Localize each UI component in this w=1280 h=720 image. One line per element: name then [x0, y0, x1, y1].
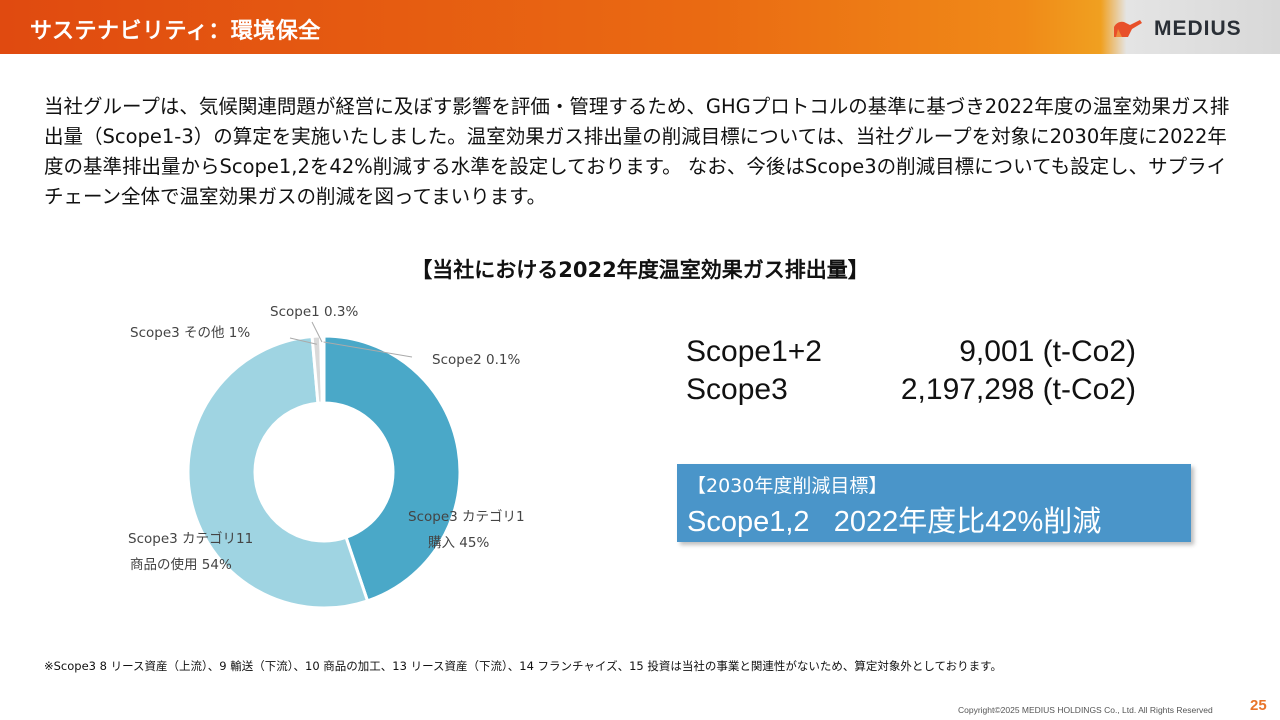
label-scope3-cat11-line1: Scope3 カテゴリ11 [128, 530, 253, 547]
label-scope3-other: Scope3 その他 1% [130, 325, 250, 341]
label-scope3-cat11-line2: 商品の使用 54% [130, 556, 232, 573]
totals-row-scope12: Scope1+2 9,001 (t-Co2) [686, 333, 1136, 371]
medius-logo-icon [1114, 20, 1142, 37]
header-bar: サステナビリティ：環境保全 MEDIUS [0, 0, 1280, 54]
intro-paragraph: 当社グループは、気候関連問題が経営に及ぼす影響を評価・管理するため、GHGプロト… [44, 95, 1230, 208]
slice-scope2 [321, 334, 326, 405]
leader-scope2 [323, 341, 413, 358]
company-logo: MEDIUS [1110, 14, 1242, 44]
totals-value: 2,197,298 (t-Co2) [900, 373, 1136, 406]
logo-text: MEDIUS [1154, 17, 1242, 40]
page-number: 25 [1250, 697, 1267, 714]
slice-scope3-cat11 [186, 334, 370, 610]
emissions-totals: Scope1+2 9,001 (t-Co2) Scope3 2,197,298 … [686, 333, 1136, 409]
target-text: Scope1,2 2022年度比42%削減 [687, 506, 1102, 538]
chart-title: 【当社における2022年度温室効果ガス排出量】 [411, 258, 869, 282]
totals-label: Scope1+2 [686, 335, 822, 368]
footnote: ※Scope3 8 リース資産（上流）、9 輸送（下流）、10 商品の加工、13… [44, 659, 1003, 673]
label-scope1: Scope1 0.3% [270, 304, 358, 320]
label-scope3-cat1-line1: Scope3 カテゴリ1 [408, 508, 525, 525]
totals-row-scope3: Scope3 2,197,298 (t-Co2) [686, 371, 1136, 409]
reduction-target-box: 【2030年度削減目標】 Scope1,2 2022年度比42%削減 [677, 464, 1191, 542]
slice-scope3-cat1 [322, 334, 462, 603]
leader-scope1 [311, 321, 323, 343]
totals-label: Scope3 [686, 373, 788, 406]
label-scope2: Scope2 0.1% [432, 352, 520, 368]
target-heading: 【2030年度削減目標】 [687, 475, 888, 497]
label-scope3-cat1-line2: 購入 45% [428, 535, 489, 551]
donut-slices [186, 334, 462, 610]
totals-value: 9,001 (t-Co2) [959, 335, 1136, 368]
label-leaders [289, 321, 413, 358]
copyright-text: Copyright©2025 MEDIUS HOLDINGS Co., Ltd.… [958, 705, 1213, 715]
leader-scope3-other [289, 337, 317, 345]
slice-labels: Scope3 カテゴリ1 購入 45% Scope3 カテゴリ11 商品の使用 … [128, 304, 525, 573]
page-title: サステナビリティ：環境保全 [30, 19, 321, 44]
